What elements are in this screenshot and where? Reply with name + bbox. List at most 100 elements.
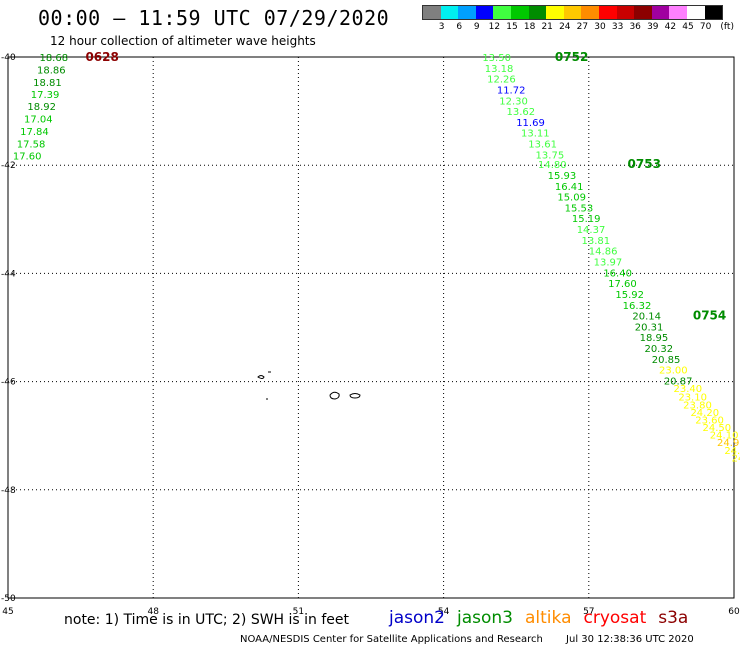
wave-height-value: 13.61	[528, 140, 557, 151]
pass-time-label: 0752	[555, 50, 588, 64]
wave-height-value: 14.37	[577, 225, 606, 236]
legend-tick-label: 3	[438, 22, 445, 32]
island-central	[329, 391, 340, 400]
map-title: 00:00 – 11:59 UTC 07/29/2020	[38, 6, 390, 30]
wave-height-value: 18.92	[27, 102, 56, 113]
wave-height-value: 13.18	[485, 64, 514, 75]
wave-height-value: 18.86	[37, 65, 66, 76]
legend-swatches	[422, 5, 724, 20]
y-tick-label: -50	[1, 594, 16, 604]
x-tick-label: 60	[728, 607, 740, 617]
legend-swatch	[528, 6, 547, 19]
wave-height-value: 13.50	[482, 53, 511, 64]
track: 20.3118.9520.3220.8523.0020.8723.4023.10…	[635, 309, 740, 465]
wave-height-value: 13.97	[594, 257, 623, 268]
island-west	[257, 375, 265, 379]
legend-tick-label: 6	[456, 22, 463, 32]
pass-time-label: 0754	[693, 309, 726, 323]
wave-height-value: 16.41	[555, 182, 584, 193]
legend-tick-label: 21	[541, 22, 553, 32]
grid-lines	[7, 56, 735, 599]
y-tick-label: -46	[1, 378, 16, 388]
wave-height-value: 13.81	[582, 236, 611, 247]
legend-tick-label: 36	[629, 22, 641, 32]
legend-swatch	[581, 6, 599, 19]
legend-tick-label: 42	[664, 22, 677, 32]
legend-swatch	[510, 6, 529, 19]
satellite-jason3: jason3	[457, 608, 513, 628]
wave-height-value: 20.85	[652, 355, 681, 366]
legend-tick-label: 39	[647, 22, 659, 32]
credit-line: NOAA/NESDIS Center for Satellite Applica…	[240, 634, 694, 645]
generation-timestamp: Jul 30 12:38:36 UTC 2020	[566, 634, 694, 645]
legend-tick-label: 15	[506, 22, 518, 32]
legend-swatch	[563, 6, 582, 19]
wave-height-value: 23.60	[695, 415, 724, 426]
legend-tick-label: 30	[594, 22, 606, 32]
wave-height-value: 15.53	[565, 203, 594, 214]
y-tick-label: -42	[1, 161, 16, 171]
wave-height-value: 20.87	[664, 377, 693, 388]
legend-unit: (ft)	[720, 22, 734, 32]
color-legend: 3 6 9 12 15 18 21 24 27 30 33 36 39 42 45 70 (ft)	[422, 5, 734, 34]
legend-swatch	[440, 6, 459, 19]
island-east	[349, 393, 361, 399]
legend-swatch	[669, 6, 687, 19]
legend-swatch	[598, 6, 617, 19]
wave-height-value: 13.11	[521, 129, 550, 140]
wave-height-value: 14.86	[589, 247, 618, 258]
legend-swatch	[651, 6, 670, 19]
satellite-jason2: jason2	[389, 608, 445, 628]
wave-height-value: 16.40	[603, 268, 632, 279]
wave-height-value: 24.20	[690, 408, 719, 419]
wave-height-value: 17.60	[13, 151, 42, 162]
x-tick-label: 45	[2, 607, 13, 617]
wave-height-value: 11.72	[497, 85, 526, 96]
wave-height-value: 17.84	[20, 127, 49, 138]
legend-tick-label: 24	[559, 22, 571, 32]
legend-tick-label: 33	[611, 22, 624, 32]
x-tick-label: 48	[147, 607, 159, 617]
wave-height-value: 18.81	[33, 78, 62, 89]
wave-height-value: 23.40	[674, 384, 703, 395]
wave-height-value: 24.10	[710, 431, 739, 442]
wave-height-value: 13.62	[507, 107, 536, 118]
legend-tick-label: 45	[682, 22, 694, 32]
wave-height-value: 15.19	[572, 214, 601, 225]
track: 13.5013.1812.2611.7212.3013.6211.6913.11…	[482, 50, 588, 171]
track: 15.9316.4115.0915.5315.1914.3713.8114.86…	[548, 157, 661, 322]
legend-swatch	[616, 6, 635, 19]
wave-height-value: 11.69	[516, 118, 545, 129]
legend-swatch	[458, 6, 476, 19]
map-subtitle: 12 hour collection of altimeter wave hei…	[50, 34, 316, 48]
wave-height-value: 23.10	[678, 393, 707, 404]
wave-height-value: 20.31	[635, 322, 664, 333]
wave-height-value: 12.30	[499, 96, 528, 107]
legend-tick-label: 18	[523, 22, 536, 32]
legend-swatch	[493, 6, 511, 19]
wave-height-value: 18.95	[640, 333, 669, 344]
x-tick-label: 54	[438, 607, 450, 617]
wave-height-value: 12.26	[487, 75, 516, 86]
island-outlines	[257, 371, 361, 400]
satellite-altika: altika	[525, 608, 572, 628]
wave-height-value: 17.60	[608, 279, 637, 290]
satellite-cryosat: cryosat	[583, 608, 647, 628]
y-tick-label: -48	[1, 486, 16, 496]
units-note: note: 1) Time is in UTC; 2) SWH is in fe…	[64, 612, 350, 628]
legend-swatch	[686, 6, 705, 19]
wave-height-value: 17.04	[24, 115, 53, 126]
wave-height-value: 20.14	[632, 312, 661, 323]
wave-height-value: 23.00	[659, 366, 688, 377]
pass-time-label: 0753	[628, 157, 661, 171]
wave-height-value: 20.32	[644, 344, 673, 355]
satellite-s3a: s3a	[658, 608, 689, 628]
wave-height-value: 17.58	[17, 140, 46, 151]
wave-height-value: 15.93	[548, 171, 577, 182]
credit-agency: NOAA/NESDIS Center for Satellite Applica…	[240, 634, 543, 645]
wave-height-value: 24.30	[724, 446, 740, 457]
wave-height-value: 24.50	[703, 423, 732, 434]
wave-height-value: 16.32	[623, 301, 652, 312]
pass-time-label: 0628	[85, 50, 118, 64]
